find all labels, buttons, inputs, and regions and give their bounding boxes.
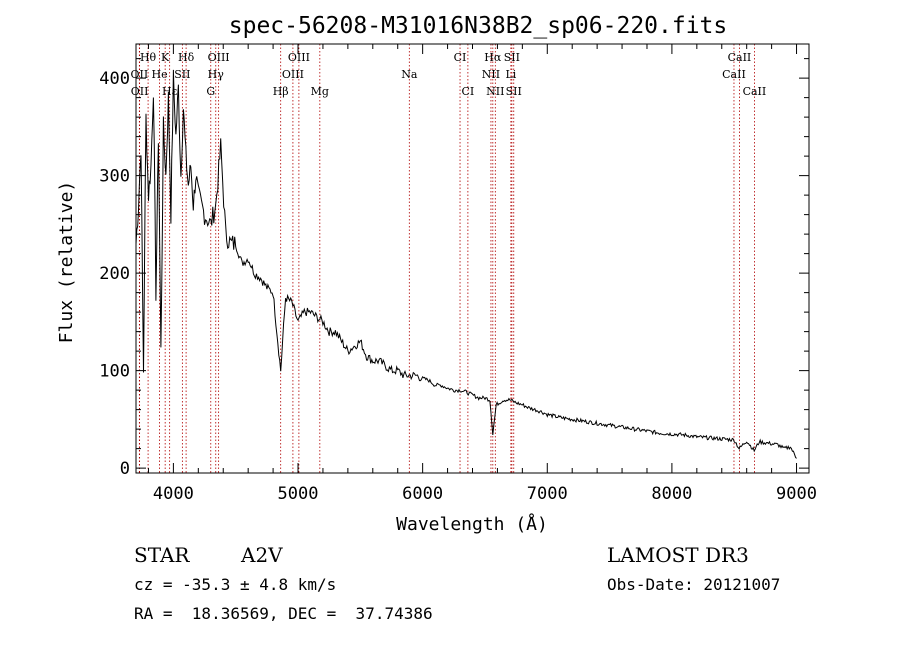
spectral-line-markers: [138, 44, 755, 473]
spectral-line-label: CaII: [728, 51, 752, 64]
spectral-line-label: SII: [174, 68, 190, 81]
spectral-line-label: Na: [401, 68, 418, 81]
chart-title: spec-56208-M31016N38B2_sp06-220.fits: [229, 13, 728, 39]
x-tick-label: 6000: [402, 484, 443, 504]
y-tick-label: 100: [99, 362, 130, 382]
spectral-line-label: Hθ: [140, 51, 157, 64]
x-tick-label: 7000: [527, 484, 568, 504]
x-tick-label: 9000: [776, 484, 817, 504]
spectrum-series: [135, 69, 797, 459]
spectral-line-label: OIII: [288, 51, 310, 64]
spectral-line-label: OIII: [208, 51, 230, 64]
object-subclass: A2V: [240, 543, 283, 567]
spectral-line-label: Li: [505, 68, 516, 81]
y-axis-ticks: 0 100 200 300 400: [99, 58, 809, 479]
spectral-line-label: Hγ: [208, 68, 225, 81]
y-axis-label: Flux (relative): [56, 181, 77, 344]
y-tick-label: 400: [99, 69, 130, 89]
spectral-line-label: CI: [454, 51, 467, 64]
spectral-line-label: Hδ: [178, 51, 195, 64]
spectral-line-label: Hα: [484, 51, 502, 64]
object-class: STAR: [134, 543, 190, 567]
spectral-line-label: OIII: [282, 68, 304, 81]
survey-name: LAMOST DR3: [607, 543, 749, 567]
spectral-line-label: CaII: [722, 68, 746, 81]
x-tick-label: 8000: [651, 484, 692, 504]
spectral-line-label: CaII: [743, 85, 767, 98]
y-tick-label: 200: [99, 264, 130, 284]
spectral-line-label: Hε: [162, 85, 178, 98]
spectral-line-label: He: [152, 68, 168, 81]
observation-date: Obs-Date: 20121007: [607, 575, 780, 594]
redshift-value: cz = -35.3 ± 4.8 km/s: [134, 575, 336, 594]
spectrum-line: [135, 69, 797, 459]
spectral-line-label: K: [161, 51, 170, 64]
spectral-line-label: SII: [504, 51, 520, 64]
x-axis-label: Wavelength (Å): [396, 513, 548, 535]
y-tick-label: 0: [120, 459, 130, 479]
spectral-line-label: OII: [131, 68, 149, 81]
plot-frame: [135, 43, 810, 474]
x-axis-ticks: 4000 5000 6000 7000 8000 9000: [147, 44, 817, 504]
spectral-line-label: Hβ: [273, 85, 289, 98]
spectral-line-label: NII: [486, 85, 504, 98]
spectral-line-label: G: [206, 85, 215, 98]
spectral-line-label: Mg: [311, 85, 329, 98]
x-tick-label: 4000: [153, 484, 194, 504]
spectral-line-label: CI: [462, 85, 475, 98]
sky-coordinates: RA = 18.36569, DEC = 37.74386: [134, 604, 433, 623]
spectral-line-label: OII: [131, 85, 149, 98]
x-tick-label: 5000: [278, 484, 319, 504]
spectral-line-label: SII: [506, 85, 522, 98]
spectral-line-label: NII: [482, 68, 500, 81]
y-tick-label: 300: [99, 167, 130, 187]
